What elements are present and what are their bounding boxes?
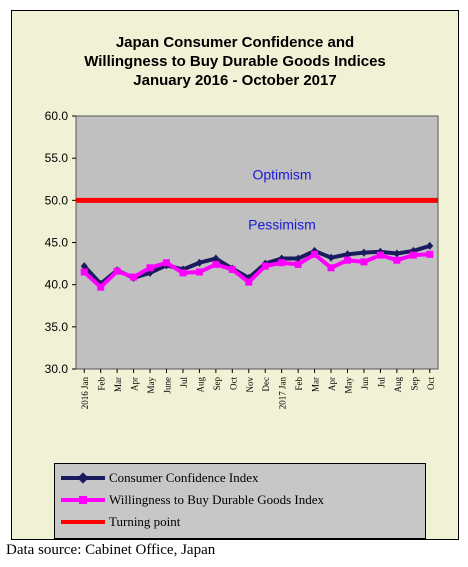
x-tick-label: Aug — [195, 377, 205, 393]
x-tick-label: Jul — [376, 377, 386, 388]
chart-title: Japan Consumer Confidence and Willingnes… — [12, 33, 458, 90]
x-tick-label: May — [146, 377, 156, 394]
x-tick-label: Feb — [294, 377, 304, 391]
legend-item-turning-point: Turning point — [61, 512, 180, 532]
legend-swatch-durable-goods — [61, 494, 105, 506]
legend-item-consumer-confidence: Consumer Confidence Index — [61, 468, 258, 488]
legend-item-durable-goods: Willingness to Buy Durable Goods Index — [61, 490, 324, 510]
x-tick-label: Apr — [327, 377, 337, 391]
plot-area — [75, 115, 439, 370]
data-point-durable-goods — [311, 250, 319, 258]
annotation-pessimism: Pessimism — [248, 216, 316, 232]
chart-legend: Consumer Confidence Index Willingness to… — [54, 463, 426, 539]
legend-label-turning-point: Turning point — [109, 514, 181, 529]
line-chart: 30.0 35.0 40.0 45.0 50.0 55.0 60.0 2016 Jan Feb M… — [45, 109, 439, 410]
x-tick-label: Feb — [97, 377, 107, 391]
y-tick-label: 35.0 — [45, 320, 69, 334]
x-tick-label: Sep — [409, 377, 419, 391]
data-point-consumer-confidence — [195, 258, 203, 267]
data-point-consumer-confidence — [393, 249, 401, 258]
legend-marker-diamond — [77, 472, 89, 484]
legend-marker-square — [79, 496, 87, 504]
y-tick-label: 40.0 — [45, 278, 69, 292]
data-point-durable-goods — [163, 259, 170, 267]
data-point-durable-goods — [376, 251, 384, 259]
data-point-durable-goods — [228, 265, 236, 273]
data-point-durable-goods — [409, 251, 417, 259]
data-point-consumer-confidence — [426, 241, 434, 250]
series-line-durable-goods — [82, 252, 430, 290]
data-point-durable-goods — [179, 269, 187, 277]
data-point-consumer-confidence — [327, 253, 335, 262]
x-tick-label: Mar — [113, 377, 123, 392]
data-point-durable-goods — [245, 278, 253, 286]
legend-swatch-turning-point — [61, 516, 105, 528]
x-tick-label: 2017 Jan — [278, 377, 288, 410]
y-tick-label: 30.0 — [45, 362, 69, 376]
y-tick-label: 45.0 — [45, 236, 69, 250]
y-tick-label: 55.0 — [45, 151, 69, 165]
x-tick-label: Nov — [245, 377, 255, 393]
y-tick-label: 60.0 — [45, 109, 69, 123]
x-tick-label: Mar — [311, 377, 321, 392]
legend-swatch-consumer-confidence — [61, 472, 105, 484]
data-point-consumer-confidence — [80, 262, 88, 271]
legend-label-durable-goods: Willingness to Buy Durable Goods Index — [109, 492, 325, 507]
data-point-durable-goods — [393, 256, 401, 264]
data-point-durable-goods — [278, 259, 286, 267]
chart-title-line-1: Japan Consumer Confidence and — [115, 34, 355, 51]
x-tick-label: Apr — [130, 377, 140, 391]
x-tick-label: Sep — [212, 377, 222, 391]
data-point-durable-goods — [195, 268, 203, 276]
x-tick-label: 2016 Jan — [80, 377, 90, 410]
data-point-durable-goods — [261, 262, 269, 270]
series-line-consumer-confidence — [82, 243, 431, 286]
data-point-durable-goods — [212, 260, 220, 268]
data-point-durable-goods — [294, 260, 302, 268]
y-tick-label: 50.0 — [45, 193, 69, 207]
data-point-durable-goods — [360, 258, 368, 266]
x-tick-label: May — [344, 377, 354, 394]
data-point-durable-goods — [146, 264, 154, 272]
data-point-durable-goods — [113, 267, 121, 275]
legend-line-turning-point — [61, 520, 105, 524]
chart-frame: Japan Consumer Confidence and Willingnes… — [11, 10, 459, 540]
data-point-durable-goods — [130, 273, 138, 281]
x-tick-label: Aug — [393, 377, 403, 393]
chart-title-line-2: Willingness to Buy Durable Goods Indices — [84, 53, 386, 70]
x-tick-label: Oct — [228, 377, 238, 390]
data-point-consumer-confidence — [360, 248, 368, 257]
x-tick-label: June — [163, 377, 173, 394]
legend-label-consumer-confidence: Consumer Confidence Index — [109, 470, 259, 485]
data-point-durable-goods — [97, 283, 105, 291]
data-point-durable-goods — [426, 250, 434, 258]
chart-title-line-3: January 2016 - October 2017 — [133, 72, 337, 89]
x-tick-label: Jul — [179, 377, 189, 388]
data-point-durable-goods — [80, 268, 88, 276]
x-tick-label: Jun — [360, 377, 370, 390]
data-source-note: Data source: Cabinet Office, Japan — [6, 542, 216, 558]
x-tick-label: Oct — [426, 377, 436, 390]
x-tick-label: Dec — [261, 377, 271, 392]
data-point-consumer-confidence — [344, 250, 351, 259]
data-point-durable-goods — [344, 256, 351, 264]
data-point-durable-goods — [327, 264, 335, 272]
annotation-optimism: Optimism — [252, 166, 311, 182]
